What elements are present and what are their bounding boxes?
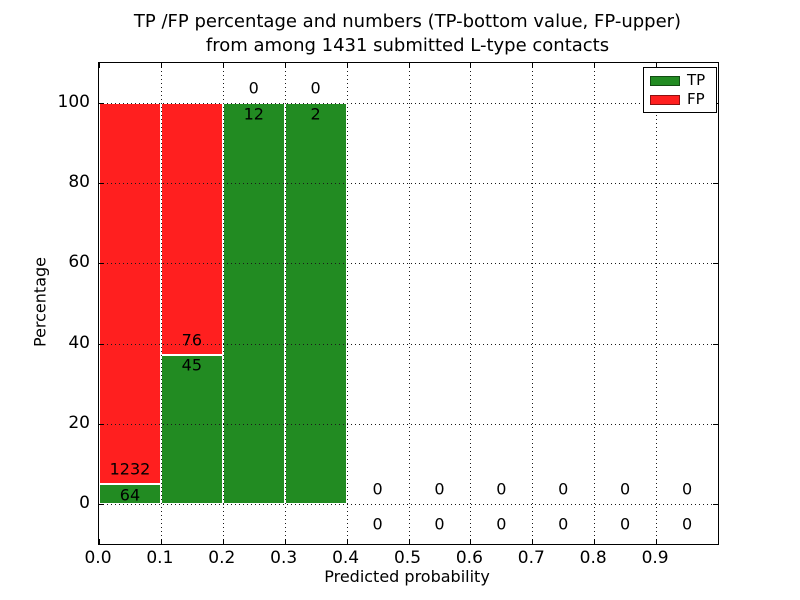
x-tick-mark	[346, 539, 348, 544]
vertical-gridline	[346, 63, 348, 544]
legend-item-fp: FP	[650, 92, 710, 107]
vertical-gridline	[594, 63, 596, 544]
tp-bar-segment	[284, 103, 347, 504]
tp-count-label: 0	[434, 514, 445, 534]
y-tick-label: 60	[68, 252, 90, 273]
tp-count-label: 45	[181, 355, 203, 375]
y-tick-mark	[99, 343, 104, 345]
fp-color-swatch	[650, 94, 680, 105]
fp-bar-segment	[160, 103, 223, 355]
x-tick-mark	[160, 539, 162, 544]
legend-item-tp: TP	[650, 73, 710, 88]
x-tick-label: 0.9	[641, 548, 669, 568]
tp-count-label: 2	[310, 104, 321, 123]
vertical-gridline	[408, 63, 410, 544]
x-tick-mark-top	[99, 63, 100, 68]
x-tick-label: 0.4	[332, 548, 360, 568]
y-tick-mark	[99, 423, 104, 425]
tp-bar-segment	[222, 103, 285, 504]
tp-count-label: 12	[243, 104, 264, 123]
x-tick-mark-top	[408, 63, 410, 68]
y-tick-label: 40	[68, 332, 90, 353]
fp-count-label: 0	[310, 78, 321, 98]
x-axis-label: Predicted probability	[324, 567, 490, 586]
tp-count-label: 0	[496, 514, 507, 534]
y-tick-mark	[99, 503, 104, 505]
x-tick-mark	[594, 539, 596, 544]
x-tick-label: 0.6	[455, 548, 483, 568]
legend-label-fp: FP	[687, 90, 705, 108]
vertical-gridline	[284, 63, 286, 544]
tp-bar-segment	[160, 354, 223, 504]
fp-count-label: 0	[558, 479, 569, 499]
tp-count-label: 0	[681, 514, 693, 534]
y-tick-mark	[99, 103, 104, 105]
vertical-gridline	[656, 63, 658, 544]
fp-count-label: 0	[372, 479, 383, 499]
x-tick-mark	[99, 539, 100, 544]
y-tick-mark	[99, 263, 104, 265]
x-tick-label: 0.3	[270, 548, 298, 568]
x-tick-label: 0.5	[393, 548, 422, 568]
x-tick-mark	[408, 539, 410, 544]
x-tick-mark-top	[222, 63, 224, 68]
plot-area: 1232 64 76 45 0 12 0 2 0 0 0 0 0 0 0 0 0 0 0 0	[98, 62, 719, 545]
x-tick-mark-top	[284, 63, 286, 68]
x-tick-mark	[470, 539, 472, 544]
vertical-gridline	[160, 63, 162, 544]
fp-count-label: 0	[681, 479, 693, 499]
x-tick-mark-top	[532, 63, 534, 68]
x-tick-mark	[532, 539, 534, 544]
y-tick-label: 80	[68, 172, 90, 193]
legend-label-tp: TP	[687, 71, 706, 89]
y-tick-mark-right	[713, 423, 718, 425]
chart-title-line1: TP /FP percentage and numbers (TP-bottom…	[133, 11, 682, 32]
y-tick-mark-right	[713, 183, 718, 185]
fp-count-label: 0	[434, 479, 445, 499]
fp-count-label: 1232	[109, 459, 151, 479]
x-tick-label: 0.0	[84, 548, 112, 568]
tp-color-swatch	[650, 75, 680, 86]
y-tick-label: 20	[68, 412, 90, 433]
y-tick-mark-right	[713, 343, 718, 345]
x-tick-mark	[284, 539, 286, 544]
x-tick-mark-top	[594, 63, 596, 68]
tp-bar-segment	[99, 484, 161, 504]
legend: TP FP	[643, 67, 717, 113]
x-tick-label: 0.2	[208, 548, 236, 568]
fp-count-label: 0	[620, 479, 631, 499]
x-tick-mark	[718, 539, 719, 544]
x-tick-mark	[222, 539, 224, 544]
y-tick-label: 0	[79, 492, 90, 513]
y-tick-label: 100	[57, 92, 90, 113]
fp-count-label: 76	[181, 330, 203, 350]
x-tick-mark-top	[718, 63, 719, 68]
x-tick-label: 0.1	[146, 548, 174, 568]
x-tick-mark-top	[346, 63, 348, 68]
x-tick-label: 0.7	[517, 548, 545, 568]
fp-bar-segment	[99, 103, 161, 485]
chart-title-line2: from among 1431 submitted L-type contact…	[205, 35, 610, 56]
x-tick-mark	[656, 539, 658, 544]
tp-count-label: 0	[558, 514, 569, 534]
tp-count-label: 64	[119, 485, 141, 505]
vertical-gridline	[532, 63, 534, 544]
y-tick-mark-right	[713, 503, 718, 505]
fp-count-label: 0	[496, 479, 507, 499]
x-tick-mark-top	[470, 63, 472, 68]
vertical-gridline	[222, 63, 224, 544]
y-tick-mark	[99, 183, 104, 185]
tp-count-label: 0	[372, 514, 383, 534]
x-tick-mark-top	[656, 63, 658, 68]
vertical-gridline	[470, 63, 472, 544]
tp-count-label: 0	[620, 514, 631, 534]
y-tick-mark-right	[713, 263, 718, 265]
x-tick-label: 0.8	[579, 548, 607, 568]
x-tick-mark-top	[160, 63, 162, 68]
fp-count-label: 0	[248, 78, 259, 98]
chart-title: TP /FP percentage and numbers (TP-bottom…	[98, 10, 717, 58]
